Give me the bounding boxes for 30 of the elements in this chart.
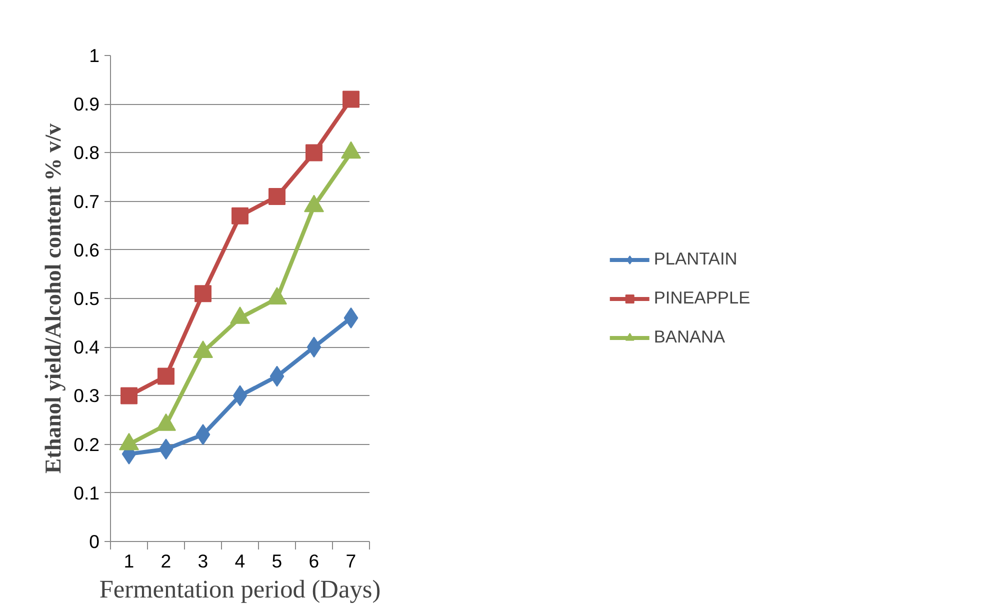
y-tick-label: 0 [89, 531, 100, 552]
y-tick-label: 0.7 [74, 190, 100, 212]
x-axis-title: Fermentation period (Days) [99, 576, 381, 604]
y-tick-label: 0.1 [74, 482, 100, 504]
x-tick-label: 1 [124, 550, 134, 572]
point [158, 368, 174, 385]
y-tick-label: 0.2 [74, 434, 100, 455]
x-tick-label: 7 [346, 550, 356, 572]
legend-label: PLANTAIN [654, 248, 738, 270]
x-tick-label: 5 [272, 550, 282, 572]
legend-label: PINEAPPLE [654, 288, 750, 308]
x-tick-label: 6 [308, 550, 320, 572]
point [232, 207, 248, 224]
y-tick-label: 0.3 [74, 385, 100, 406]
point [342, 90, 360, 108]
y-tick-label: 0.8 [74, 142, 100, 164]
point [306, 144, 322, 162]
y-tick-label: 0.6 [74, 239, 100, 260]
point [268, 188, 286, 205]
legend-label: BANANA [654, 326, 726, 348]
y-tick-label: 0.4 [74, 336, 100, 358]
x-tick-label: 2 [160, 550, 172, 572]
y-axis-title: Ethanol yield/Alcohol content % v/v [40, 122, 66, 474]
y-tick-label: 1 [89, 45, 100, 66]
point [194, 285, 212, 302]
x-tick-label: 4 [234, 550, 246, 572]
x-tick-label: 3 [198, 550, 208, 572]
y-tick-label: 0.9 [74, 94, 100, 115]
point [120, 387, 138, 404]
y-tick-label: 0.5 [74, 288, 100, 309]
